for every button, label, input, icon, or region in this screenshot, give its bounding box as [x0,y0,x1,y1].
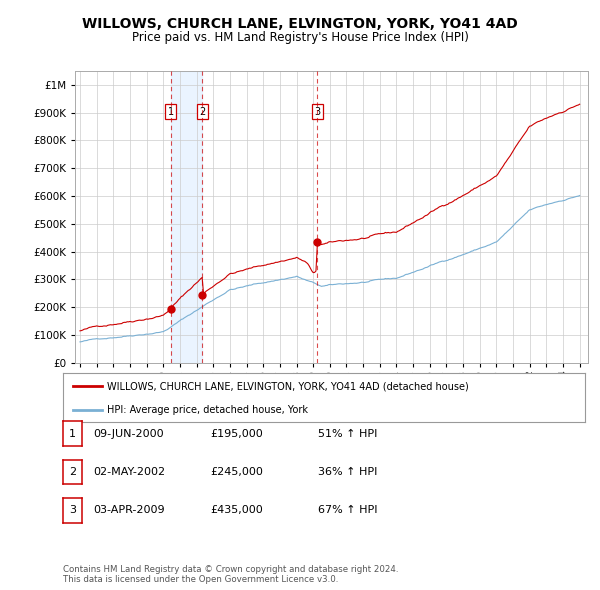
Text: £245,000: £245,000 [210,467,263,477]
Text: WILLOWS, CHURCH LANE, ELVINGTON, YORK, YO41 4AD (detached house): WILLOWS, CHURCH LANE, ELVINGTON, YORK, Y… [107,381,469,391]
Text: Contains HM Land Registry data © Crown copyright and database right 2024.
This d: Contains HM Land Registry data © Crown c… [63,565,398,584]
Text: 51% ↑ HPI: 51% ↑ HPI [318,429,377,438]
Text: 02-MAY-2002: 02-MAY-2002 [93,467,165,477]
Text: 36% ↑ HPI: 36% ↑ HPI [318,467,377,477]
Text: 03-APR-2009: 03-APR-2009 [93,506,164,515]
Text: 09-JUN-2000: 09-JUN-2000 [93,429,164,438]
Text: 1: 1 [69,429,76,438]
Text: 1: 1 [167,107,173,117]
Text: 2: 2 [199,107,205,117]
Text: 3: 3 [314,107,320,117]
Text: 2: 2 [69,467,76,477]
Text: 3: 3 [69,506,76,515]
Text: Price paid vs. HM Land Registry's House Price Index (HPI): Price paid vs. HM Land Registry's House … [131,31,469,44]
Text: £435,000: £435,000 [210,506,263,515]
Text: HPI: Average price, detached house, York: HPI: Average price, detached house, York [107,405,308,415]
Text: £195,000: £195,000 [210,429,263,438]
Text: 67% ↑ HPI: 67% ↑ HPI [318,506,377,515]
Text: WILLOWS, CHURCH LANE, ELVINGTON, YORK, YO41 4AD: WILLOWS, CHURCH LANE, ELVINGTON, YORK, Y… [82,17,518,31]
Bar [170,71,202,363]
